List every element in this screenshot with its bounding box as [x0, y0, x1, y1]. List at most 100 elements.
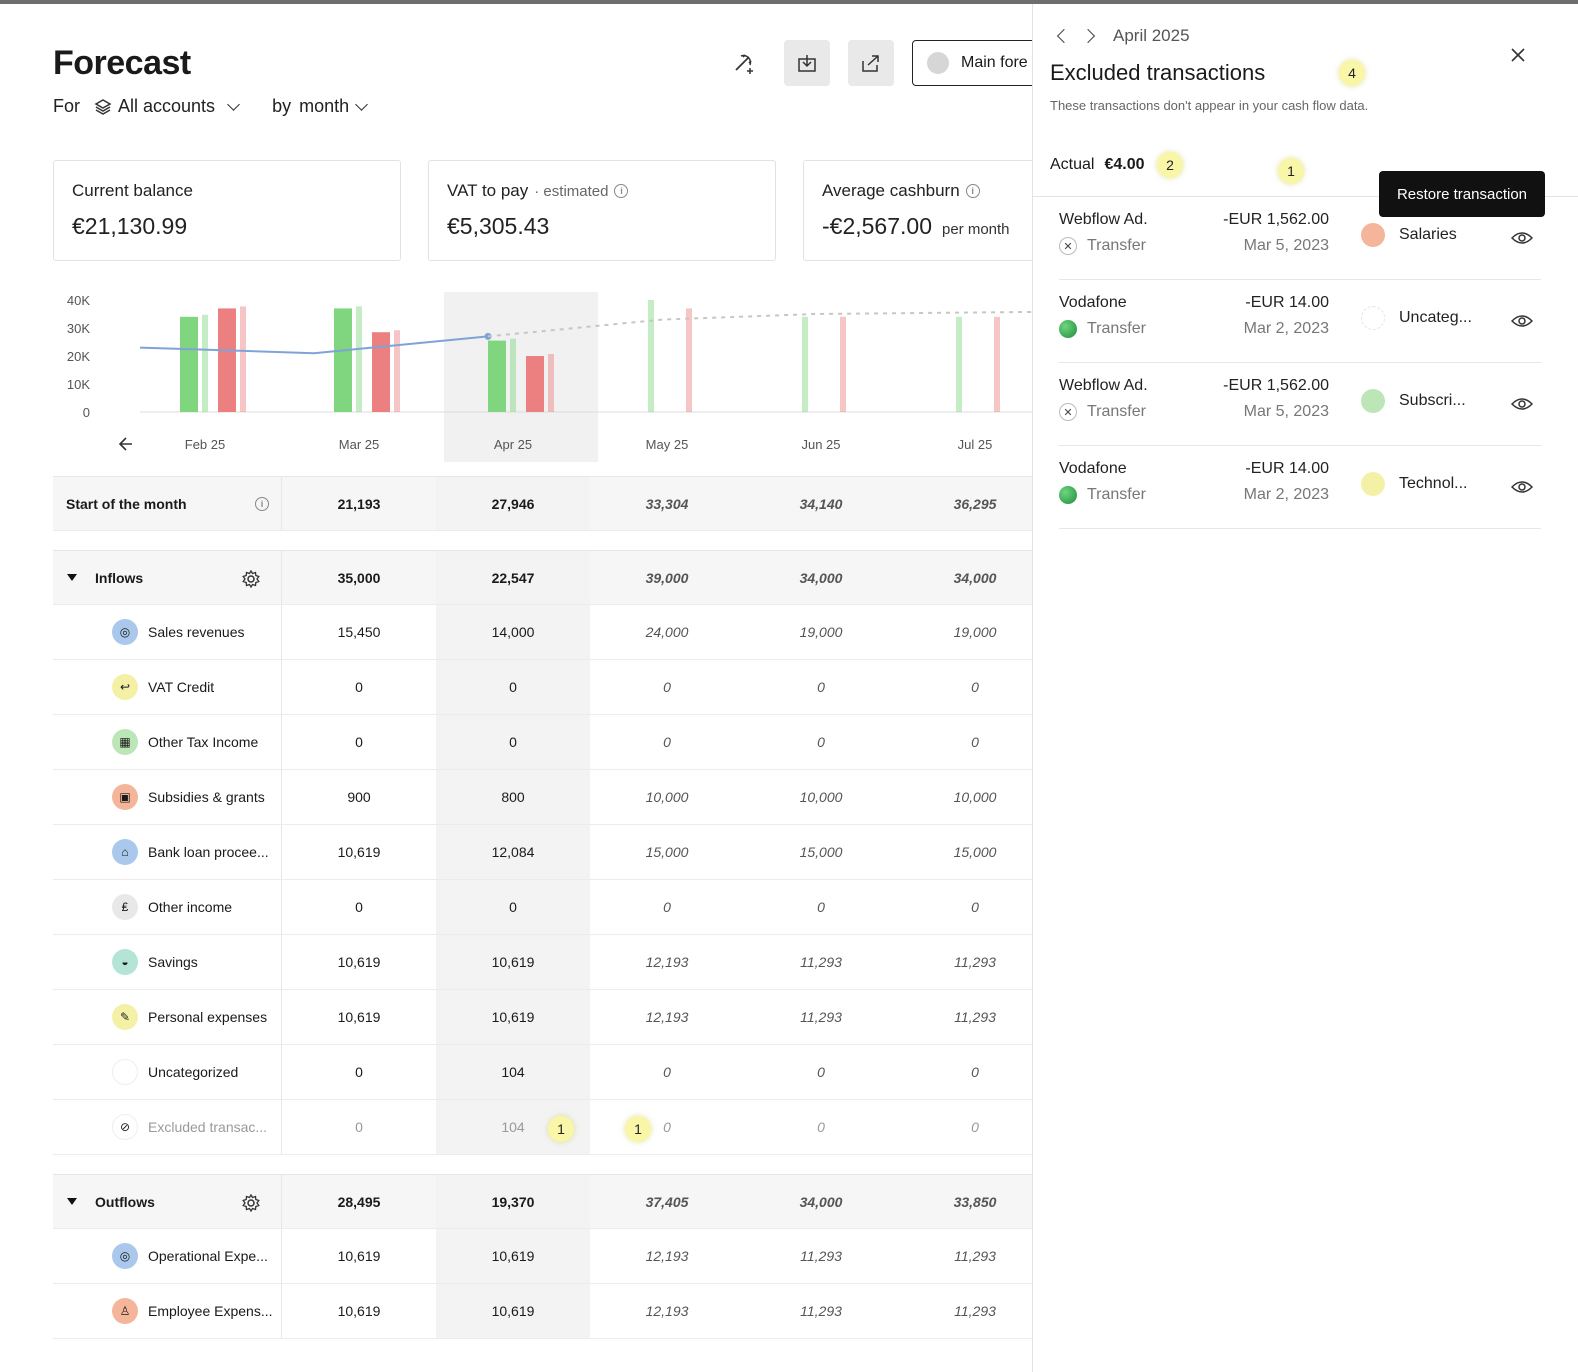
import-button[interactable]: [784, 40, 830, 86]
value-cell[interactable]: 11,293: [800, 954, 842, 970]
value-cell[interactable]: 0: [817, 734, 825, 750]
info-icon[interactable]: i: [614, 184, 629, 198]
value-cell[interactable]: 10,619: [337, 844, 381, 860]
value-cell[interactable]: 10,619: [436, 990, 590, 1044]
value-cell[interactable]: 27,946: [436, 477, 590, 530]
value-cell[interactable]: 11,293: [800, 1303, 842, 1319]
value-cell[interactable]: 0: [436, 880, 590, 934]
value-cell[interactable]: 19,000: [953, 624, 997, 640]
value-cell[interactable]: 28,495: [337, 1193, 381, 1210]
value-cell[interactable]: 12,193: [645, 1009, 689, 1025]
value-cell[interactable]: 0: [436, 715, 590, 769]
transaction-row[interactable]: Vodafone Transfer -EUR 14.00 Mar 2, 2023 Tec…: [1059, 446, 1541, 529]
value-cell[interactable]: 0: [355, 899, 363, 915]
value-cell[interactable]: 14,000: [436, 605, 590, 659]
value-cell[interactable]: 0: [971, 1064, 979, 1080]
value-cell[interactable]: 0: [355, 734, 363, 750]
value-cell[interactable]: 0: [663, 734, 671, 750]
value-cell[interactable]: 35,000: [337, 569, 381, 586]
value-cell[interactable]: 22,547: [436, 551, 590, 604]
value-cell[interactable]: 15,000: [953, 844, 997, 860]
magic-wand-button[interactable]: [720, 40, 766, 86]
value-cell[interactable]: 0: [663, 1119, 671, 1135]
gear-icon[interactable]: [241, 569, 261, 589]
value-cell[interactable]: 11,293: [800, 1248, 842, 1264]
value-cell[interactable]: 34,000: [953, 569, 997, 586]
value-cell[interactable]: 12,193: [645, 1248, 689, 1264]
value-cell[interactable]: 12,193: [645, 954, 689, 970]
value-cell[interactable]: 34,000: [799, 1193, 843, 1210]
accounts-dropdown[interactable]: All accounts: [94, 96, 246, 117]
period-dropdown[interactable]: month: [299, 96, 374, 117]
share-button[interactable]: [848, 40, 894, 86]
value-cell[interactable]: 0: [971, 734, 979, 750]
info-icon[interactable]: i: [965, 184, 980, 198]
value-cell[interactable]: 0: [663, 899, 671, 915]
value-cell[interactable]: 10,000: [645, 789, 689, 805]
category-chip[interactable]: Subscri...: [1361, 389, 1466, 413]
value-cell[interactable]: 900: [347, 789, 371, 805]
value-cell[interactable]: 10,000: [799, 789, 843, 805]
value-cell[interactable]: 10,619: [436, 1229, 590, 1283]
value-cell[interactable]: 33,850: [953, 1193, 997, 1210]
value-cell[interactable]: 15,450: [337, 624, 381, 640]
value-cell[interactable]: 11,293: [954, 1248, 996, 1264]
value-cell[interactable]: 10,619: [337, 954, 381, 970]
value-cell[interactable]: 0: [817, 1064, 825, 1080]
transaction-row[interactable]: Vodafone Transfer -EUR 14.00 Mar 2, 2023 Unc…: [1059, 280, 1541, 363]
value-cell[interactable]: 0: [971, 1119, 979, 1135]
eye-icon[interactable]: [1511, 478, 1533, 496]
value-cell[interactable]: 0: [436, 660, 590, 714]
value-cell[interactable]: 37,405: [645, 1193, 689, 1210]
close-icon[interactable]: [1507, 44, 1529, 66]
eye-icon[interactable]: [1511, 312, 1533, 330]
value-cell[interactable]: 11,293: [954, 1303, 996, 1319]
value-cell[interactable]: 24,000: [645, 624, 689, 640]
value-cell[interactable]: 11,293: [800, 1009, 842, 1025]
arrow-left-icon[interactable]: [118, 437, 132, 451]
value-cell[interactable]: 104: [436, 1045, 590, 1099]
value-cell[interactable]: 34,140: [799, 495, 843, 512]
category-chip[interactable]: Salaries: [1361, 223, 1457, 247]
value-cell[interactable]: 0: [355, 679, 363, 695]
value-cell[interactable]: 34,000: [799, 569, 843, 586]
gear-icon[interactable]: [241, 1193, 261, 1213]
eye-icon[interactable]: [1511, 395, 1533, 413]
value-cell[interactable]: 12,084: [436, 825, 590, 879]
collapse-caret-icon[interactable]: [67, 574, 77, 581]
value-cell[interactable]: 0: [817, 1119, 825, 1135]
value-cell[interactable]: 0: [355, 1064, 363, 1080]
value-cell[interactable]: 10,619: [337, 1009, 381, 1025]
chevron-left-icon[interactable]: [1056, 28, 1072, 44]
value-cell[interactable]: 0: [971, 679, 979, 695]
chevron-right-icon[interactable]: [1080, 28, 1096, 44]
value-cell[interactable]: 39,000: [645, 569, 689, 586]
value-cell[interactable]: 0: [817, 679, 825, 695]
transaction-row[interactable]: Webflow Ad. ✕ Transfer -EUR 1,562.00 Mar 5, …: [1059, 363, 1541, 446]
scenario-selector[interactable]: Main fore: [912, 40, 1032, 86]
value-cell[interactable]: 10,619: [337, 1303, 381, 1319]
value-cell[interactable]: 11,293: [954, 1009, 996, 1025]
value-cell[interactable]: 15,000: [645, 844, 689, 860]
category-chip[interactable]: Uncateg...: [1361, 306, 1472, 330]
value-cell[interactable]: 0: [971, 899, 979, 915]
value-cell[interactable]: 12,193: [645, 1303, 689, 1319]
value-cell[interactable]: 11,293: [954, 954, 996, 970]
category-chip[interactable]: Technol...: [1361, 472, 1467, 496]
transaction-row[interactable]: Webflow Ad. ✕ Transfer -EUR 1,562.00 Mar 5, …: [1059, 197, 1541, 280]
value-cell[interactable]: 0: [817, 899, 825, 915]
value-cell[interactable]: 10,000: [953, 789, 997, 805]
value-cell[interactable]: 36,295: [953, 495, 997, 512]
value-cell[interactable]: 0: [355, 1119, 363, 1135]
value-cell[interactable]: 19,370: [436, 1175, 590, 1228]
eye-icon[interactable]: [1511, 229, 1533, 247]
value-cell[interactable]: 10,619: [436, 1284, 590, 1338]
value-cell[interactable]: 33,304: [645, 495, 689, 512]
value-cell[interactable]: 10,619: [436, 935, 590, 989]
value-cell[interactable]: 0: [663, 679, 671, 695]
value-cell[interactable]: 0: [663, 1064, 671, 1080]
value-cell[interactable]: 19,000: [799, 624, 843, 640]
value-cell[interactable]: 15,000: [799, 844, 843, 860]
value-cell[interactable]: 21,193: [337, 495, 381, 512]
collapse-caret-icon[interactable]: [67, 1198, 77, 1205]
